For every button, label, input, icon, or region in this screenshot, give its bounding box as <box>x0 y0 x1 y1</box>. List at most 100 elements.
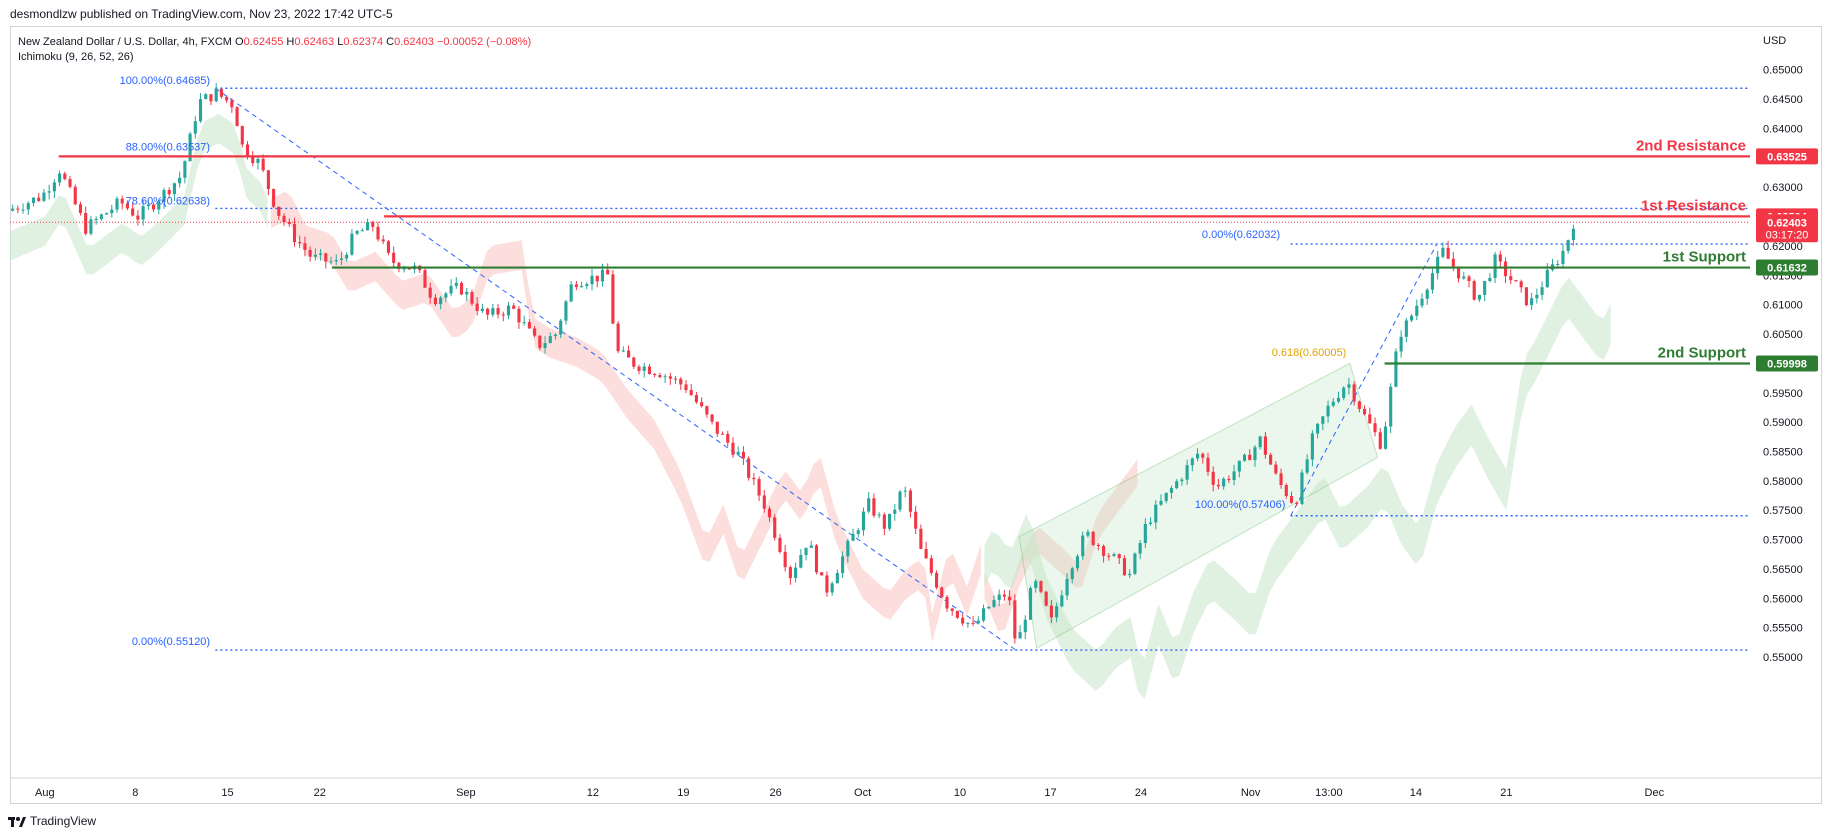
x-axis-tick-label: 21 <box>1500 787 1512 799</box>
candle-body <box>491 308 495 315</box>
candle-body <box>319 253 323 255</box>
candle-body <box>89 219 93 234</box>
candle-body <box>997 594 1001 601</box>
candle-body <box>339 258 344 260</box>
candle-body <box>720 433 725 435</box>
candle-body <box>506 305 511 316</box>
candle-body <box>1284 485 1288 497</box>
candle-body <box>1081 535 1085 557</box>
candle-body <box>569 284 573 302</box>
candle-body <box>214 88 218 102</box>
candle-body <box>454 282 458 286</box>
x-axis-tick-label: Dec <box>1645 787 1665 799</box>
candle-body <box>433 297 437 305</box>
candle-body <box>585 284 589 287</box>
candle-body <box>480 308 484 312</box>
candle-body <box>1274 464 1278 474</box>
candle-body <box>193 121 197 134</box>
candle-body <box>501 314 505 316</box>
candle-body <box>934 572 939 588</box>
candle-body <box>747 458 751 478</box>
candle-body <box>888 513 892 529</box>
candle-body <box>961 617 965 624</box>
candle-body <box>1044 591 1048 606</box>
indicator-legend[interactable]: Ichimoku (9, 26, 52, 26) <box>18 51 134 63</box>
candle-body <box>1540 287 1544 295</box>
candle-body <box>131 208 135 216</box>
candle-body <box>1128 573 1132 576</box>
currency-label: USD <box>1763 35 1787 47</box>
candle-body <box>955 610 959 618</box>
candle-body <box>1091 531 1095 545</box>
candle-body <box>893 509 897 514</box>
publish-bar: desmondlzw published on TradingView.com,… <box>0 0 1832 26</box>
candle-body <box>151 204 156 210</box>
y-axis-tick-label: 0.57500 <box>1763 505 1803 517</box>
candle-body <box>553 334 558 337</box>
candle-body <box>1477 294 1481 300</box>
candle-body <box>58 173 62 183</box>
candle-body <box>1363 408 1367 415</box>
candle-body <box>1310 433 1314 460</box>
labels-layer: 100.00%(0.64685) 88.00%(0.63537) 78.60%(0.… <box>120 75 1347 648</box>
fib-level-label: 0.618(0.60005) <box>1272 347 1347 359</box>
candle-body <box>1493 254 1497 278</box>
x-axis: Aug 8 15 22 Sep 12 19 26 Oct 10 17 24 Nov 13:00 14 21 De… <box>10 777 1822 799</box>
candle-body <box>1034 581 1038 588</box>
candle-body <box>908 490 913 512</box>
y-axis-tick-label: 0.63000 <box>1763 182 1803 194</box>
candle-body <box>1232 471 1236 481</box>
candle-body <box>1164 492 1168 501</box>
y-axis-tick-label: 0.58000 <box>1763 476 1803 488</box>
candle-body <box>1446 247 1450 259</box>
candle-body <box>580 286 584 288</box>
candle-body <box>287 222 291 224</box>
current-price-tag: 0.62403 <box>1767 217 1807 229</box>
candle-body <box>1263 436 1267 455</box>
candle-body <box>99 214 103 220</box>
x-axis-tick-label: 8 <box>132 787 138 799</box>
candle-body <box>1399 336 1403 352</box>
candle-body <box>261 158 265 171</box>
candle-body <box>668 376 672 379</box>
candle-body <box>1394 351 1398 387</box>
candle-body <box>366 222 370 231</box>
chart-frame[interactable] <box>10 26 1822 804</box>
candle-body <box>1519 281 1523 288</box>
candle-body <box>1514 280 1518 282</box>
candle-body <box>1242 454 1247 461</box>
candle-body <box>595 275 599 282</box>
candle-body <box>929 558 933 573</box>
bullish-cloud-segment <box>10 113 268 275</box>
candle-body <box>42 192 46 201</box>
y-axis-tick-label: 0.57000 <box>1763 535 1803 547</box>
fib-dashed-lines-layer <box>215 87 1438 651</box>
candle-body <box>846 540 850 557</box>
candle-body <box>245 144 250 157</box>
ichimoku-cloud-layer <box>10 113 1611 700</box>
candle-body <box>407 268 411 270</box>
bearish-cloud-segment <box>271 191 981 643</box>
x-axis-tick-label: Nov <box>1241 787 1261 799</box>
candle-body <box>689 390 693 396</box>
symbol-name[interactable]: New Zealand Dollar / U.S. Dollar, 4h, FX… <box>18 36 232 48</box>
y-axis-tick-label: 0.55000 <box>1763 652 1803 664</box>
candle-body <box>225 96 229 101</box>
y-axis-tick-label: 0.60500 <box>1763 329 1803 341</box>
candle-body <box>658 375 662 378</box>
y-axis-tick-label: 0.64500 <box>1763 94 1803 106</box>
candle-body <box>1420 298 1424 306</box>
candle-body <box>1430 273 1435 290</box>
candle-body <box>282 215 286 223</box>
candle-body <box>1472 281 1476 300</box>
candle-body <box>741 451 745 459</box>
y-axis-tick-label: 0.61000 <box>1763 300 1803 312</box>
x-axis-tick-label: Oct <box>854 787 871 799</box>
candle-body <box>987 606 991 609</box>
candle-body <box>439 297 443 305</box>
candle-body <box>799 555 803 568</box>
y-axis-tick-label: 0.55500 <box>1763 623 1803 635</box>
candle-body <box>360 230 364 232</box>
candle-body <box>355 231 359 234</box>
